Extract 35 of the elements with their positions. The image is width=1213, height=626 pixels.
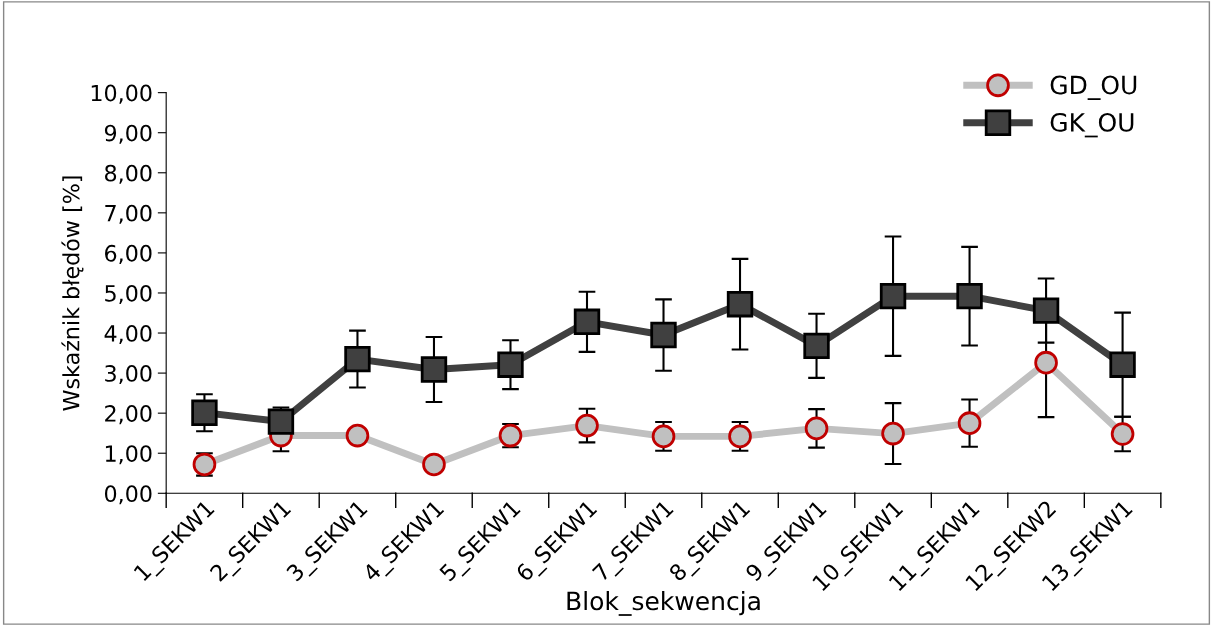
y-axis-title: Wskaźnik błędów [%] — [61, 176, 84, 411]
y-tick-label: 8,00 — [105, 164, 152, 184]
point — [1110, 422, 1135, 446]
y-tick-label: 9,00 — [104, 124, 152, 144]
point — [191, 399, 218, 426]
point — [420, 356, 448, 383]
legend-label: GK_OU — [1050, 112, 1134, 138]
point — [1109, 351, 1136, 378]
point — [422, 452, 446, 477]
y-tick-label: 5,00 — [105, 284, 152, 304]
point — [651, 424, 676, 449]
point — [1034, 350, 1058, 375]
point — [1032, 297, 1060, 324]
y-tick-label: 10,00 — [91, 84, 152, 104]
y-tick-label: 6,00 — [105, 244, 152, 264]
point — [879, 282, 907, 310]
point — [344, 345, 371, 373]
y-tick-label: 7,00 — [105, 204, 152, 224]
point — [573, 308, 601, 336]
point — [497, 351, 524, 378]
point — [957, 411, 982, 435]
point — [345, 423, 370, 448]
point — [726, 290, 754, 318]
point — [956, 282, 983, 310]
point — [803, 332, 830, 360]
y-tick-label: 2,00 — [105, 405, 152, 425]
legend-label: GD_OU — [1050, 75, 1137, 100]
y-tick-label: 1,00 — [105, 445, 152, 465]
y-tick-label: 4,00 — [104, 324, 152, 345]
point — [804, 416, 829, 441]
point — [881, 421, 905, 446]
x-axis-title: Blok_sekwencja — [567, 590, 760, 616]
point — [575, 413, 599, 438]
y-tick-label: 3,00 — [105, 365, 152, 385]
point — [650, 321, 677, 349]
